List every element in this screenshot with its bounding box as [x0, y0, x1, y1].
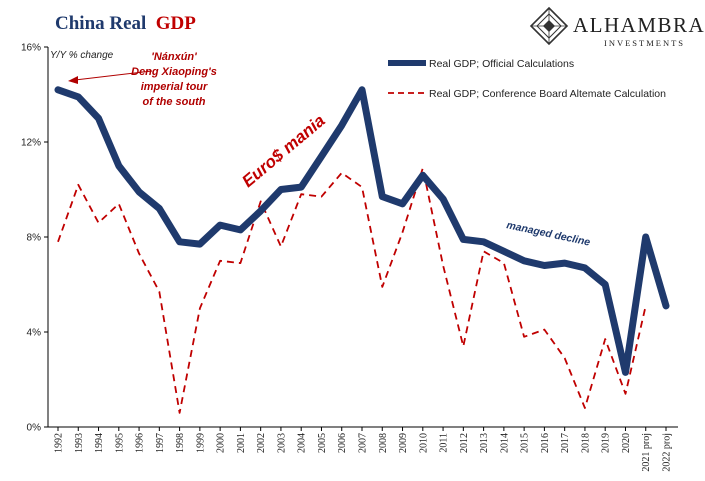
annotation-nanxun-line2: Deng Xiaoping's	[131, 66, 217, 78]
legend-label-official: Real GDP; Official Calculations	[429, 58, 574, 70]
annotation-arrow-line	[74, 70, 153, 81]
x-tick-label: 2016	[540, 433, 551, 453]
x-tick-label: 2008	[378, 433, 389, 453]
annotation-nanxun-line4: of the south	[143, 96, 206, 108]
series-line-conference-board	[57, 167, 647, 414]
x-tick-label: 2005	[317, 433, 328, 453]
x-tick-label: 1996	[135, 433, 146, 453]
x-tick-label: 2003	[276, 433, 287, 453]
x-tick-label: 2006	[337, 433, 348, 453]
x-tick-label: 1997	[155, 433, 166, 453]
alhambra-logo: ALHAMBRA INVESTMENTS	[529, 6, 705, 48]
annotation-managed-decline: managed decline	[505, 219, 591, 248]
y-tick-label: 0%	[27, 423, 42, 434]
x-tick-label: 2018	[580, 433, 591, 453]
x-tick-label: 2020	[621, 433, 632, 453]
chart-title: China Real GDP	[55, 13, 196, 34]
series-lines	[54, 86, 670, 414]
y-tick-label: 12%	[21, 138, 41, 149]
x-tick-label: 2011	[439, 433, 450, 453]
x-tick-label: 2019	[601, 433, 612, 453]
x-tick-label: 2009	[398, 433, 409, 453]
x-tick-label: 2012	[459, 433, 470, 453]
annotation-nanxun-line3: imperial tour	[141, 81, 208, 93]
x-tick-label: 1994	[94, 433, 105, 453]
series-line-official	[54, 86, 670, 376]
x-tick-label: 2002	[256, 433, 267, 453]
diamond-lattice-icon	[529, 6, 569, 46]
x-ticks: 1992 1993 1994 1995 1996 1997 1998 1999 2000 2001…	[54, 427, 673, 472]
chart-title-part2: GDP	[156, 13, 197, 34]
x-tick-label: 2010	[418, 433, 429, 453]
y-ticks: 0% 4% 8% 12% 16%	[21, 43, 48, 434]
x-tick-label: 2022 proj	[662, 433, 673, 472]
x-tick-label: 2000	[216, 433, 227, 453]
x-tick-label: 2015	[520, 433, 531, 453]
legend: Real GDP; Official Calculations Real GDP…	[388, 58, 666, 100]
annotation-nanxun-line1: 'Nánxún'	[151, 51, 197, 63]
logo-subtitle: INVESTMENTS	[604, 38, 685, 48]
x-tick-label: 1992	[54, 433, 65, 453]
annotation-euro-mania: Euro$ mania	[238, 111, 328, 191]
annotation-arrow-head	[68, 76, 78, 84]
x-tick-label: 2001	[236, 433, 247, 453]
y-tick-label: 8%	[27, 233, 42, 244]
x-tick-label: 2017	[560, 433, 571, 453]
x-tick-label: 2021 proj	[641, 433, 652, 472]
x-tick-label: 2004	[297, 433, 308, 453]
annotation-nanxun: 'Nánxún' Deng Xiaoping's imperial tour o…	[68, 51, 217, 108]
x-tick-label: 2014	[499, 433, 510, 453]
logo-name: ALHAMBRA	[573, 13, 705, 37]
x-tick-label: 2013	[479, 433, 490, 453]
x-tick-label: 1998	[175, 433, 186, 453]
y-tick-label: 16%	[21, 43, 41, 54]
unit-label: Y/Y % change	[50, 50, 114, 61]
x-tick-label: 1995	[114, 433, 125, 453]
chart-title-part1: China Real	[55, 13, 146, 34]
x-tick-label: 2007	[358, 433, 369, 453]
legend-label-conference-board: Real GDP; Conference Board Altemate Calc…	[429, 88, 666, 100]
x-tick-label: 1999	[195, 433, 206, 453]
y-tick-label: 4%	[27, 328, 42, 339]
x-tick-label: 1993	[74, 433, 85, 453]
